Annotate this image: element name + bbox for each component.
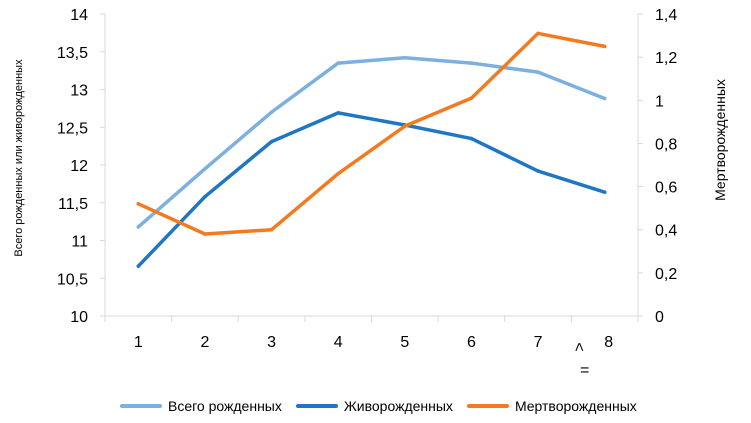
left-tick-label: 11,5	[58, 196, 88, 213]
series-point-2	[403, 124, 407, 128]
series-point-2	[136, 202, 141, 206]
series-point-0	[602, 96, 607, 101]
x-tick-label-group: >8 =	[572, 334, 614, 379]
left-tick-label: 12	[70, 158, 88, 175]
x-tick-label: 8	[604, 334, 613, 351]
x-tick-label: 3	[267, 334, 276, 351]
series-point-0	[269, 110, 274, 114]
series-line-0	[136, 56, 607, 229]
series-point-1	[536, 169, 540, 173]
legend-swatch-stillborn	[466, 404, 509, 408]
right-axis-label-text: Мертворожденных	[712, 79, 728, 201]
x-tick-label: =	[580, 362, 589, 379]
x-tick-label: 4	[334, 334, 343, 351]
right-tick-label: 0,6	[655, 180, 677, 197]
legend-label-total: Всего рожденных	[168, 398, 282, 414]
legend: Всего рожденных Живорожденных Мертворожд…	[120, 398, 651, 414]
series-point-0	[136, 225, 141, 229]
right-tick-label: 0,8	[655, 136, 677, 153]
left-axis-ticks: 10 10,5 11 11,5 12 12,5 13 13,5 14	[57, 7, 105, 326]
series-point-0	[469, 61, 474, 65]
series-point-0	[203, 166, 207, 171]
x-tick-label: 1	[134, 334, 143, 351]
right-tick-label: 1	[655, 93, 664, 110]
left-tick-label: 13,5	[57, 45, 88, 62]
right-tick-label: 1,4	[655, 7, 677, 24]
legend-item-total: Всего рожденных	[120, 398, 282, 414]
left-tick-label: 10,5	[57, 271, 88, 288]
series-line-1	[136, 111, 607, 268]
series-point-1	[469, 136, 474, 141]
legend-item-live: Живорожденных	[295, 398, 453, 414]
series-point-1	[269, 139, 274, 144]
x-tick-label: 7	[534, 334, 543, 351]
series-point-0	[336, 61, 340, 65]
x-tick-label: 5	[400, 334, 409, 351]
series-point-2	[536, 31, 540, 36]
left-tick-label: 12,5	[57, 120, 88, 137]
series-point-2	[203, 232, 207, 236]
left-tick-label: 11	[71, 234, 88, 251]
series-point-1	[136, 264, 141, 268]
x-axis-ticks: 1 2 3 4 5 6 7 >8 =	[104, 316, 639, 379]
left-axis-label: Всего рожденных или живорожденных	[13, 38, 25, 278]
left-tick-label: 10	[70, 309, 88, 326]
legend-label-live: Живорожденных	[343, 398, 453, 414]
series-point-2	[602, 44, 607, 49]
right-axis-label: Мертворожденных	[711, 60, 729, 220]
left-axis-label-text: Всего рожденных или живорожденных	[13, 59, 25, 257]
left-tick-label: 13	[70, 83, 88, 100]
legend-swatch-total	[120, 404, 162, 408]
series-point-2	[336, 171, 340, 176]
series-point-2	[469, 96, 474, 100]
legend-item-stillborn: Мертворожденных	[466, 398, 637, 414]
right-tick-label: 1,2	[655, 50, 677, 67]
x-tick-label: 2	[200, 334, 209, 351]
legend-swatch-live	[295, 404, 338, 408]
series-point-0	[536, 70, 540, 74]
legend-label-stillborn: Мертворожденных	[514, 398, 637, 414]
series-point-2	[269, 227, 274, 232]
series-line-2	[136, 31, 607, 236]
right-tick-label: 0,2	[655, 266, 677, 283]
series-point-1	[203, 194, 207, 199]
right-tick-label: 0,4	[655, 223, 677, 240]
x-tick-label: >	[572, 342, 589, 351]
x-tick-label: 6	[467, 334, 476, 351]
right-axis-ticks: 0 0,2 0,4 0,6 0,8 1 1,2 1,4	[638, 7, 677, 326]
series-point-1	[602, 190, 607, 194]
series-point-0	[403, 55, 407, 60]
series-point-1	[336, 111, 340, 115]
series-lines	[136, 31, 607, 268]
right-tick-label: 0	[655, 309, 664, 326]
left-tick-label: 14	[70, 7, 88, 24]
